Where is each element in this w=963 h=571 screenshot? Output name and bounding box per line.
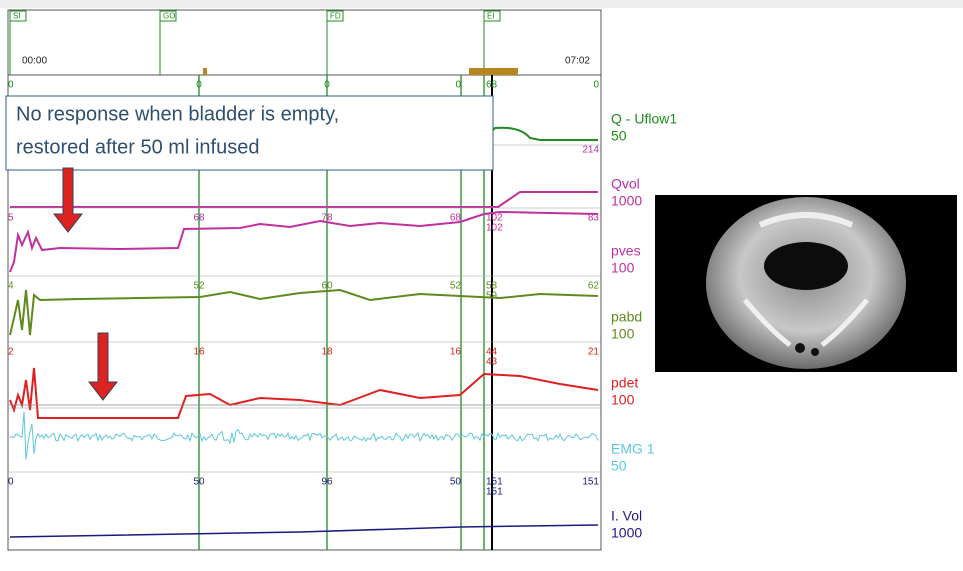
channel-name: EMG 1 [611, 441, 655, 457]
channel-name: Qvol [611, 176, 640, 192]
event-tag [483, 10, 501, 22]
marker-value: 151 [582, 477, 599, 488]
cursor-value: 151 [486, 487, 503, 498]
marker-value: 68 [486, 80, 498, 91]
event-label: FD [330, 12, 341, 21]
trace [9, 288, 599, 336]
marker-value: 0 [324, 80, 330, 91]
marker-value: 151 [486, 477, 503, 488]
channel-scale: 1000 [611, 193, 642, 209]
trace [9, 411, 599, 460]
time-start: 00:00 [22, 56, 47, 67]
marker-value: 0 [593, 80, 599, 91]
event-bar [203, 68, 207, 75]
marker-value: 83 [588, 213, 600, 224]
arrow [52, 167, 84, 233]
top-band [0, 0, 963, 8]
marker-value: 0 [8, 80, 14, 91]
channel-name: pves [611, 243, 641, 259]
channel-scale: 1000 [611, 525, 642, 541]
marker-value: 4 [8, 281, 14, 292]
marker-value: 68 [193, 213, 205, 224]
trace [9, 210, 599, 273]
xray-image [655, 195, 957, 372]
marker-value: 58 [486, 281, 498, 292]
marker-value: 0 [8, 477, 14, 488]
channel-scale: 100 [611, 326, 635, 342]
event-tag [159, 10, 177, 22]
marker-value: 68 [450, 213, 462, 224]
marker-value: 62 [588, 281, 600, 292]
event-label: GO [163, 12, 175, 21]
marker-value: 96 [321, 477, 333, 488]
channel-scale: 100 [611, 392, 635, 408]
cursor-value: 102 [486, 223, 503, 234]
marker-value: 5 [8, 213, 14, 224]
channel-name: Q - Uflow1 [611, 111, 677, 127]
marker-value: 52 [193, 281, 205, 292]
trace-frame [7, 9, 602, 551]
marker-value: 52 [450, 281, 462, 292]
trace [10, 191, 598, 208]
event-label: EI [487, 12, 495, 21]
event-tag [326, 10, 344, 22]
channel-name: I. Vol [611, 508, 642, 524]
annotation-line: No response when bladder is empty, [16, 103, 339, 125]
cursor-value: 59 [486, 291, 498, 302]
marker-value: 102 [486, 213, 503, 224]
event-tag [9, 10, 27, 22]
marker-value: 50 [450, 477, 462, 488]
channel-name: pdet [611, 375, 638, 391]
marker-value: 16 [193, 347, 205, 358]
marker-value: 0 [196, 80, 202, 91]
event-label: SI [13, 12, 21, 21]
time-end: 07:02 [565, 56, 590, 67]
marker-value: 60 [321, 281, 333, 292]
channel-name: pabd [611, 309, 642, 325]
trace [9, 367, 599, 419]
channel-scale: 100 [611, 260, 635, 276]
event-bar [469, 68, 518, 75]
cursor-value: 43 [486, 357, 498, 368]
marker-value: 21 [588, 347, 600, 358]
annotation-box [5, 95, 494, 171]
channel-scale: 50 [611, 458, 627, 474]
annotation-line: restored after 50 ml infused [16, 136, 259, 158]
marker-value: 16 [450, 347, 462, 358]
marker-value: 78 [321, 213, 333, 224]
marker-value: 2 [8, 347, 14, 358]
marker-value: 18 [321, 347, 333, 358]
marker-value: 44 [486, 347, 498, 358]
end-value: 214 [582, 145, 599, 156]
arrow [87, 332, 119, 401]
trace [9, 524, 599, 538]
marker-value: 50 [193, 477, 205, 488]
trace [10, 126, 598, 141]
marker-value: 0 [455, 80, 461, 91]
channel-scale: 50 [611, 128, 627, 144]
